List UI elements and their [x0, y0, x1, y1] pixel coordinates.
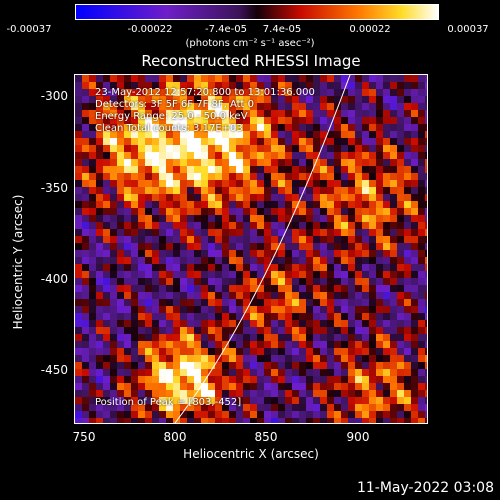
image-title: Reconstructed RHESSI Image — [141, 52, 361, 70]
rhessi-image-map — [75, 75, 427, 423]
x-axis-label: Heliocentric X (arcsec) — [183, 447, 319, 461]
x-tick-label: 900 — [346, 430, 370, 444]
x-tick-label: 850 — [254, 430, 278, 444]
time-range-text: 23-May-2012 12:57:20.800 to 13:01:36.000 — [95, 87, 315, 98]
clean-counts-text: Clean Total counts: 3.17E+03 — [95, 123, 243, 134]
colorbar-tick: 7.4e-05 — [262, 24, 302, 35]
colorbar-tick: -0.00037 — [6, 24, 52, 35]
colorbar-tick: 0.00037 — [447, 24, 489, 35]
x-tick-label: 800 — [163, 430, 187, 444]
energy-range-text: Energy Range: 25.0 - 50.0 keV — [95, 111, 248, 122]
peak-position-text: Position of Peak = [803,-452] — [95, 397, 242, 408]
y-tick-label: -300 — [40, 89, 68, 103]
solar-limb-line — [174, 75, 351, 423]
colorbar-tick: -0.00022 — [127, 24, 173, 35]
detectors-text: Detectors: 3F 5F 6F 7F 8F, Att 0 — [95, 99, 255, 110]
y-axis-label: Heliocentric Y (arcsec) — [11, 194, 25, 330]
colorbar — [75, 4, 439, 20]
colorbar-units: (photons cm⁻² s⁻¹ asec⁻²) — [185, 38, 315, 49]
colorbar-tick: -7.4e-05 — [205, 24, 247, 35]
y-tick-label: -350 — [40, 181, 68, 195]
x-tick-label: 750 — [72, 430, 96, 444]
y-tick-label: -450 — [40, 363, 68, 377]
image-plot: 23-May-2012 12:57:20.800 to 13:01:36.000… — [74, 74, 428, 424]
timestamp-footer: 11-May-2022 03:08 — [356, 480, 494, 496]
y-tick-label: -400 — [40, 272, 68, 286]
colorbar-tick: 0.00022 — [349, 24, 391, 35]
